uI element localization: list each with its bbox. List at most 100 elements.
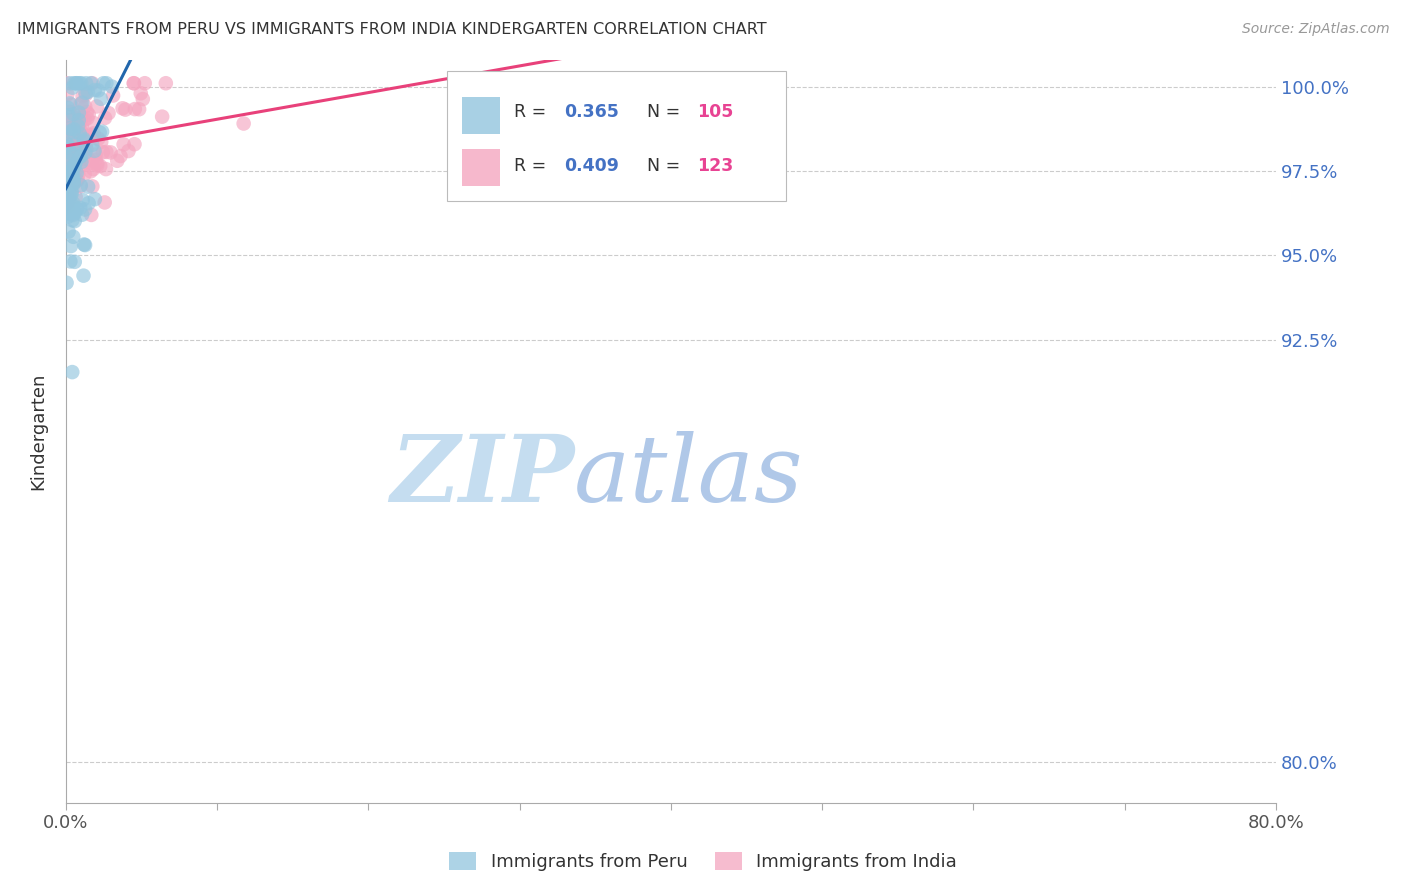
- Point: [62, 196, 84, 211]
- Point: [58, 133, 80, 147]
- Point: [62, 198, 84, 212]
- Text: N =: N =: [647, 103, 686, 120]
- Point: [62, 158, 84, 172]
- Point: [62, 229, 84, 244]
- Text: 0.365: 0.365: [564, 103, 619, 120]
- Point: [56, 101, 79, 115]
- Point: [122, 76, 145, 90]
- Point: [76, 105, 98, 120]
- Text: 0.409: 0.409: [564, 157, 619, 175]
- Point: [66, 119, 89, 133]
- Point: [83, 144, 105, 158]
- Point: [58, 225, 80, 239]
- Point: [90, 135, 112, 149]
- Point: [58, 193, 80, 207]
- Point: [70, 155, 93, 169]
- Point: [59, 254, 82, 268]
- Point: [66, 76, 89, 90]
- Point: [67, 147, 90, 161]
- Point: [72, 193, 94, 207]
- Point: [73, 134, 96, 148]
- Point: [60, 169, 83, 183]
- Point: [60, 112, 83, 127]
- Point: [60, 138, 83, 153]
- Text: IMMIGRANTS FROM PERU VS IMMIGRANTS FROM INDIA KINDERGARTEN CORRELATION CHART: IMMIGRANTS FROM PERU VS IMMIGRANTS FROM …: [17, 22, 766, 37]
- Text: ZIP: ZIP: [389, 431, 574, 521]
- Point: [62, 202, 84, 216]
- Point: [93, 76, 115, 90]
- Point: [62, 160, 84, 174]
- Point: [55, 134, 77, 148]
- Point: [80, 156, 103, 170]
- Text: Source: ZipAtlas.com: Source: ZipAtlas.com: [1241, 22, 1389, 37]
- Point: [77, 107, 100, 121]
- Point: [114, 103, 136, 117]
- Point: [56, 113, 79, 128]
- Point: [82, 179, 104, 194]
- Point: [80, 208, 103, 222]
- Point: [72, 152, 94, 166]
- Point: [63, 137, 86, 152]
- Point: [62, 159, 84, 173]
- Point: [89, 126, 111, 140]
- Point: [59, 130, 82, 145]
- Point: [56, 140, 79, 154]
- Point: [65, 190, 87, 204]
- Point: [63, 158, 86, 172]
- Legend: Immigrants from Peru, Immigrants from India: Immigrants from Peru, Immigrants from In…: [441, 845, 965, 879]
- Point: [75, 202, 97, 217]
- Point: [76, 134, 98, 148]
- Point: [67, 109, 90, 123]
- Point: [73, 112, 96, 127]
- Point: [75, 86, 97, 100]
- Point: [55, 186, 77, 200]
- Point: [70, 133, 93, 147]
- Point: [60, 187, 83, 202]
- Point: [69, 127, 91, 141]
- Point: [63, 177, 86, 191]
- Point: [60, 97, 83, 112]
- Point: [87, 132, 110, 146]
- Point: [155, 76, 177, 90]
- Point: [83, 116, 105, 130]
- Point: [69, 179, 91, 194]
- Point: [69, 76, 91, 90]
- Point: [76, 112, 98, 126]
- Point: [70, 128, 93, 142]
- Point: [83, 127, 105, 141]
- Point: [60, 141, 83, 155]
- Point: [63, 76, 86, 90]
- Point: [55, 167, 77, 181]
- Point: [124, 137, 146, 152]
- Point: [75, 87, 97, 102]
- Point: [112, 137, 135, 152]
- Point: [134, 76, 156, 90]
- Point: [55, 140, 77, 154]
- Point: [150, 110, 173, 124]
- Point: [82, 76, 104, 90]
- Point: [82, 137, 104, 152]
- Point: [59, 197, 82, 211]
- Text: atlas: atlas: [574, 431, 804, 521]
- Point: [75, 99, 97, 113]
- Point: [59, 189, 82, 203]
- Text: N =: N =: [647, 157, 686, 175]
- Point: [60, 149, 83, 163]
- Point: [89, 159, 111, 173]
- Point: [86, 158, 108, 172]
- Point: [76, 128, 98, 142]
- Y-axis label: Kindergarten: Kindergarten: [30, 372, 46, 490]
- Point: [60, 142, 83, 156]
- Point: [105, 153, 128, 168]
- Point: [55, 206, 77, 220]
- Point: [60, 186, 83, 200]
- Point: [66, 148, 89, 162]
- Point: [62, 202, 84, 216]
- Point: [56, 165, 79, 179]
- Point: [62, 176, 84, 190]
- Point: [77, 179, 100, 194]
- Point: [110, 149, 132, 163]
- Point: [93, 195, 115, 210]
- Point: [70, 111, 93, 125]
- Point: [91, 125, 114, 139]
